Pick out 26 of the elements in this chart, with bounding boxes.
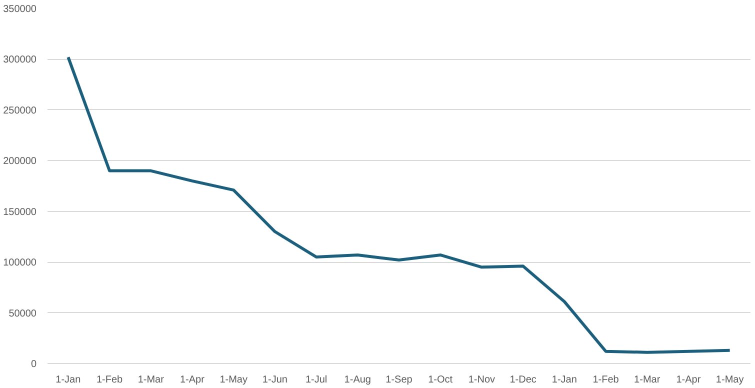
x-tick-label: 1-Jun <box>262 374 288 386</box>
y-tick-label: 200000 <box>3 156 37 168</box>
x-tick-label: 1-Aug <box>344 374 371 386</box>
x-tick-label: 1-Feb <box>592 374 620 386</box>
y-tick-label: 100000 <box>3 258 37 269</box>
x-tick-label: 1-May <box>220 374 248 386</box>
x-tick-label: 1-Apr <box>180 374 206 386</box>
x-tick-label: 1-Nov <box>468 374 496 386</box>
y-tick-label: 250000 <box>3 105 37 116</box>
line-series <box>66 56 732 354</box>
x-tick-label: 1-Apr <box>676 374 702 386</box>
x-tick-label: 1-Jul <box>305 374 328 386</box>
y-tick-label: 150000 <box>3 206 37 218</box>
x-tick-label: 1-Sep <box>386 374 413 386</box>
x-tick-label: 1-Mar <box>138 374 165 386</box>
y-tick-label: 350000 <box>3 4 37 15</box>
x-tick-label: 1-Mar <box>634 374 661 386</box>
y-tick-label: 0 <box>30 359 37 370</box>
y-tick-label: 50000 <box>8 308 37 320</box>
x-tick-label: 1-Oct <box>428 374 453 386</box>
x-tick-label: 1-Dec <box>510 374 536 386</box>
x-tick-label: 1-Feb <box>96 374 124 386</box>
y-tick-label: 300000 <box>3 54 37 66</box>
x-tick-label: 1-Jan <box>552 374 577 386</box>
x-tick-label: 1-May <box>716 374 744 386</box>
x-tick-label: 1-Jan <box>56 374 81 386</box>
